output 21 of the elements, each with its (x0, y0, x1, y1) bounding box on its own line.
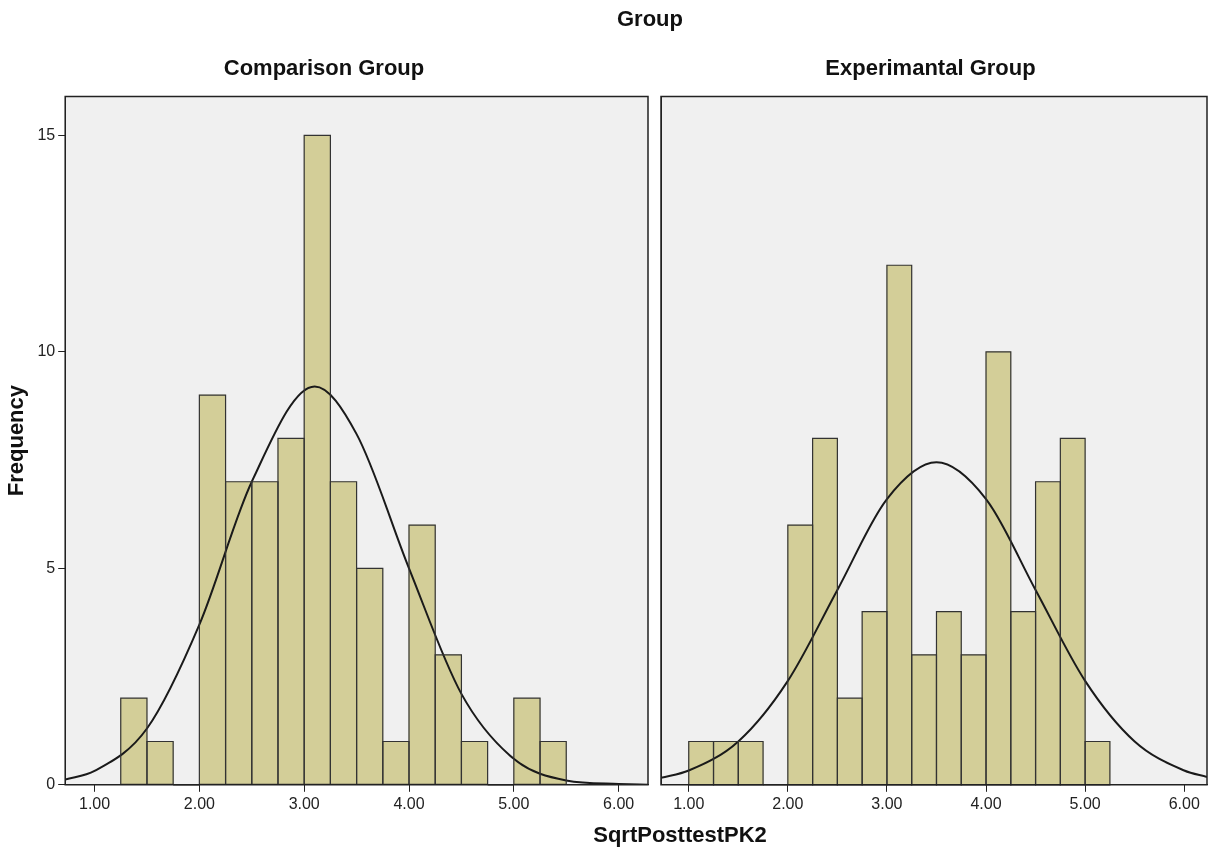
x-tick-label: 2.00 (183, 794, 216, 812)
x-tick-label: 6.00 (1168, 794, 1200, 812)
x-tick-label: 1.00 (673, 794, 705, 812)
chart-title: Experimantal Group (825, 55, 1036, 81)
x-tick-label: 4.00 (970, 794, 1002, 812)
y-tick-label: 15 (37, 125, 56, 143)
x-tick-label: 5.00 (498, 794, 530, 812)
x-tick-label: 1.00 (78, 794, 111, 812)
chart-title: Comparison Group (223, 55, 425, 81)
x-tick-label: 6.00 (603, 794, 635, 812)
x-tick-label: 3.00 (288, 794, 320, 812)
x-axis-title: SqrtPosttestPK2 (592, 822, 768, 848)
x-tick-label: 2.00 (772, 794, 804, 812)
y-tick-label: 10 (37, 342, 56, 360)
x-tick-label: 4.00 (393, 794, 425, 812)
x-tick-label: 5.00 (1069, 794, 1101, 812)
y-tick-label: 5 (46, 558, 56, 576)
x-tick-label: 3.00 (871, 794, 903, 812)
y-tick-label: 0 (46, 775, 56, 793)
text: Group (616, 6, 684, 32)
y-axis-title: Frequency (3, 384, 29, 497)
